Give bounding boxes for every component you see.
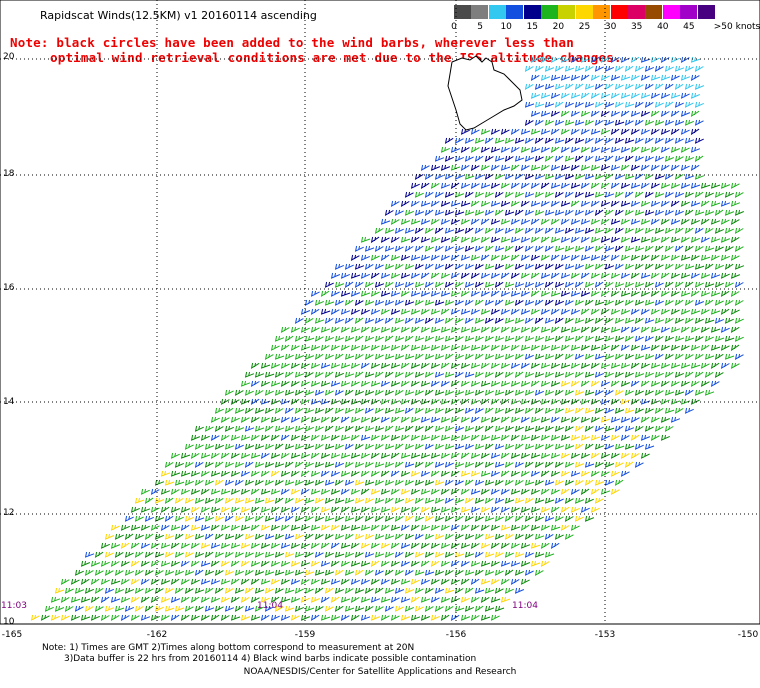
scale-label: 15 [526, 22, 539, 32]
wind-barb-group [44, 110, 744, 622]
scale-swatch [662, 5, 680, 19]
time-label-1: 11:03 [1, 601, 27, 611]
scale-label: 10 [500, 22, 512, 32]
footnote-line-2: 3)Data buffer is 22 hrs from 20160114 4)… [64, 654, 477, 664]
footnote-line-1: Note: 1) Times are GMT 2)Times along bot… [42, 643, 415, 653]
scale-label: 45 [683, 22, 695, 32]
lat-label-18: 18 [3, 169, 15, 179]
scale-swatch [541, 5, 558, 19]
lon-label-153: -153 [594, 630, 616, 640]
island-hawaii [447, 55, 523, 131]
scale-swatch [471, 5, 489, 19]
scale-swatch [610, 5, 628, 19]
credit-line: NOAA/NESDIS/Center for Satellite Applica… [243, 667, 517, 677]
scale-swatch [506, 5, 524, 19]
scale-swatch [454, 5, 471, 19]
scale-label: 35 [630, 22, 643, 32]
plot-frame [0, 0, 760, 625]
lon-label-150: -150 [737, 630, 759, 640]
scale-swatch [645, 5, 663, 19]
scale-label: 20 [552, 22, 565, 32]
scale-swatch [575, 5, 593, 19]
scale-label: 5 [477, 22, 483, 32]
scale-label: 0 [451, 22, 457, 32]
note-line-1: Note: black circles have been added to t… [10, 35, 574, 50]
scale-swatch [697, 5, 715, 19]
lat-label-10: 10 [3, 617, 15, 627]
lon-label-165: -165 [1, 630, 23, 640]
scale-swatch [628, 5, 645, 19]
lat-label-14: 14 [3, 397, 15, 407]
lon-label-159: -159 [294, 630, 316, 640]
scale-swatch [593, 5, 611, 19]
lon-label-156: -156 [445, 630, 467, 640]
scale-swatch [488, 5, 506, 19]
wind-barb-group [40, 182, 745, 622]
lat-label-12: 12 [3, 508, 15, 518]
scale-swatch [523, 5, 541, 19]
scale-label: 30 [604, 22, 617, 32]
wind-barbs [30, 56, 745, 622]
time-label-3: 11:04 [512, 601, 538, 611]
lon-label-162: -162 [146, 630, 168, 640]
lat-label-20: 20 [3, 52, 15, 62]
scale-swatch [558, 5, 576, 19]
time-label-2: 11:04 [257, 601, 283, 611]
wind-barb-group [30, 380, 640, 621]
scale-label: 25 [578, 22, 591, 32]
scale-swatch [680, 5, 698, 19]
map-title: Rapidscat Winds(12.5KM) v1 20160114 asce… [40, 9, 317, 22]
lat-label-16: 16 [3, 283, 15, 293]
wind-barb-group [320, 110, 704, 325]
wind-barb-group [524, 56, 705, 109]
scale-label: >50 knots [713, 22, 760, 32]
scale-label: 40 [657, 22, 669, 32]
